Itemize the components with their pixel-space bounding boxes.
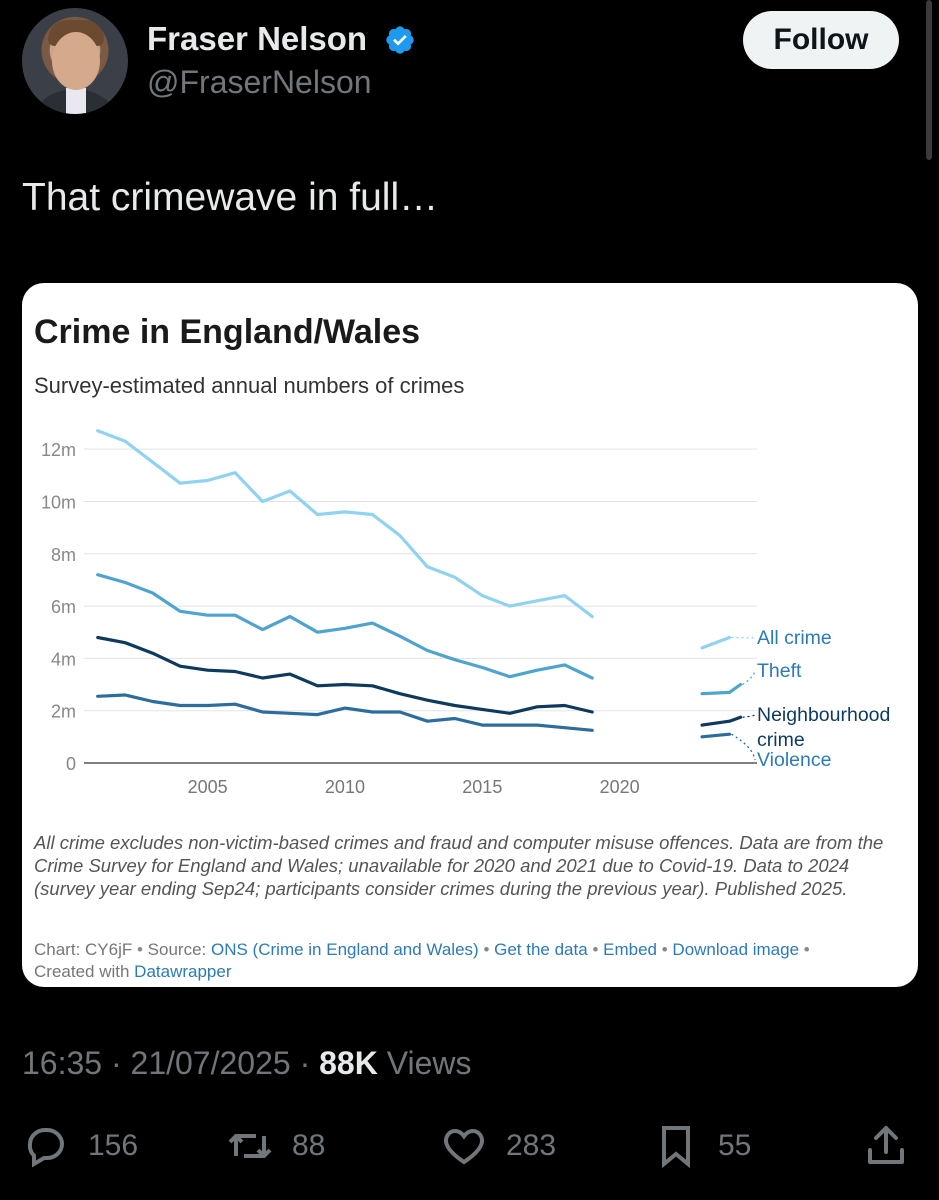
y-tick-label: 2m (51, 702, 76, 722)
tweet-meta: 16:35 · 21/07/2025 · 88K Views (22, 1045, 472, 1081)
embed-link[interactable]: Embed (603, 940, 657, 959)
repost-button[interactable]: 88 (226, 1122, 325, 1170)
like-icon (444, 1128, 484, 1165)
created-with-text: Created with (34, 962, 130, 981)
series-label: Violence (757, 749, 831, 771)
chart-image-card[interactable]: Crime in England/Wales Survey-estimated … (22, 283, 918, 987)
y-tick-label: 10m (41, 492, 76, 512)
series-line-theft (96, 573, 594, 680)
x-tick-label: 2015 (462, 777, 502, 797)
views-label: Views (386, 1045, 472, 1081)
like-count: 283 (506, 1129, 557, 1162)
y-tick-label: 0 (66, 754, 76, 774)
bookmark-button[interactable]: 55 (652, 1122, 751, 1170)
y-tick-label: 4m (51, 649, 76, 669)
like-button[interactable]: 283 (440, 1122, 556, 1170)
tweet-date[interactable]: 21/07/2025 (130, 1045, 291, 1081)
get-data-link[interactable]: Get the data (494, 940, 588, 959)
repost-count: 88 (292, 1129, 326, 1162)
tweet-time[interactable]: 16:35 (22, 1045, 103, 1081)
user-handle[interactable]: @FraserNelson (147, 64, 372, 100)
source-link[interactable]: ONS (Crime in England and Wales) (211, 940, 479, 959)
x-tick-label: 2010 (325, 777, 365, 797)
y-tick-label: 12m (41, 440, 76, 460)
series-label: Neighbourhood (757, 704, 890, 726)
chart-notes: All crime excludes non-victim-based crim… (34, 832, 884, 899)
series-line-violence (700, 732, 732, 739)
follow-button[interactable]: Follow (743, 11, 899, 69)
y-tick-label: 6m (51, 597, 76, 617)
bookmark-count: 55 (718, 1129, 752, 1162)
series-label: All crime (757, 627, 832, 649)
series-label: crime (757, 729, 805, 751)
verified-badge-icon (386, 26, 414, 54)
label-connector (731, 636, 756, 639)
series-label: Theft (757, 660, 802, 682)
share-button[interactable] (862, 1122, 910, 1170)
line-chart: 0 2m 4m 6m 8m 10m 12m 2005 2010 2015 2020 All crime… (41, 429, 890, 797)
chart-subtitle: Survey-estimated annual numbers of crime… (34, 373, 465, 398)
series-line-all-crime (96, 429, 594, 619)
reply-button[interactable]: 156 (22, 1122, 138, 1170)
chart-title: Crime in England/Wales (34, 313, 421, 351)
y-tick-label: 8m (51, 545, 76, 565)
datawrapper-link[interactable]: Datawrapper (134, 962, 232, 981)
x-tick-label: 2020 (600, 777, 640, 797)
share-icon (868, 1126, 904, 1164)
avatar[interactable] (22, 8, 128, 114)
reply-count: 156 (88, 1129, 139, 1162)
user-name[interactable]: Fraser Nelson (147, 20, 368, 57)
scrollbar[interactable] (926, 0, 932, 160)
label-connector (731, 733, 756, 761)
views-count: 88K (319, 1045, 378, 1081)
x-tick-label: 2005 (188, 777, 228, 797)
label-connector (742, 714, 756, 718)
series-line-theft (700, 682, 743, 696)
label-connector (742, 670, 756, 686)
tweet-text: That crimewave in full… (22, 176, 439, 219)
bookmark-icon (662, 1126, 690, 1169)
series-line-neighbourhood-crime (700, 715, 743, 727)
download-image-link[interactable]: Download image (672, 940, 800, 959)
series-line-neighbourhood-crime (96, 635, 594, 715)
source-prefix: Source: (147, 940, 207, 959)
reply-icon (27, 1128, 65, 1168)
chart-credits: Chart: CY6jF • Source: ONS (Crime in Eng… (34, 940, 810, 981)
series-line-violence (96, 693, 594, 732)
chart-id: Chart: CY6jF (34, 940, 133, 959)
repost-icon (228, 1134, 272, 1158)
series-line-all-crime (700, 635, 732, 650)
